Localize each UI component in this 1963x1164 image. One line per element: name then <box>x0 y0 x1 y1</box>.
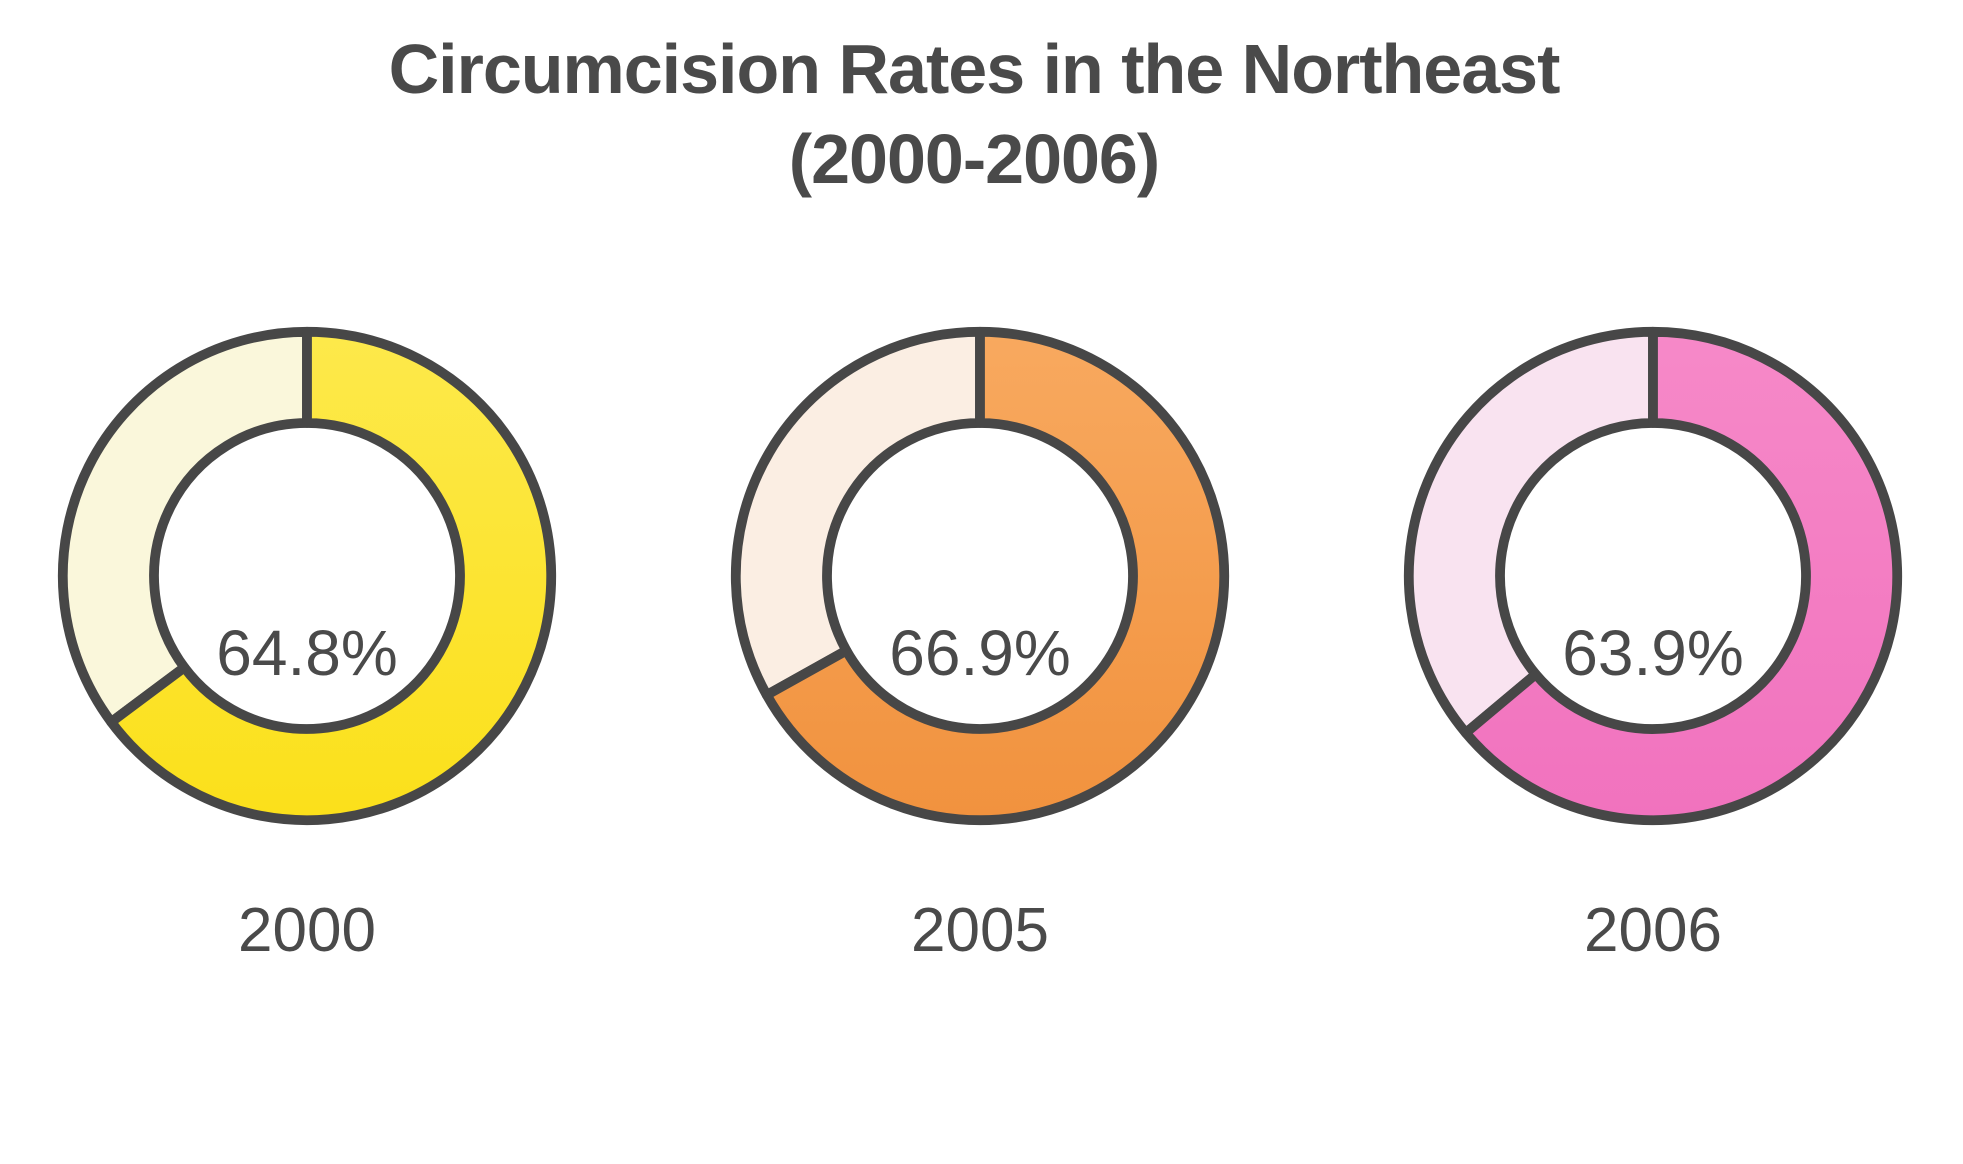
donut-ring-2000 <box>52 321 562 831</box>
donut-chart-2000: 64.8% 2000 <box>52 321 562 966</box>
donut-ring-svg <box>1403 326 1903 826</box>
donut-ring-2005 <box>725 321 1235 831</box>
donut-ring-svg <box>57 326 557 826</box>
donut-chart-2005: 66.9% 2005 <box>725 321 1235 966</box>
chart-title: Circumcision Rates in the Northeast (200… <box>0 24 1948 205</box>
donut-remainder-slice <box>57 326 312 727</box>
donut-main-slice <box>761 326 1230 826</box>
donut-center-value: 63.9% <box>1562 616 1744 689</box>
donut-year-label: 2000 <box>238 896 376 965</box>
chart-title-line1: Circumcision Rates in the Northeast <box>388 30 1561 108</box>
donut-ring-svg <box>730 326 1230 826</box>
donut-remainder-slice <box>1403 326 1658 738</box>
donut-chart-2006: 63.9% 2006 <box>1398 321 1908 966</box>
donut-main-slice <box>1460 326 1903 826</box>
donut-ring-2006 <box>1398 321 1908 831</box>
donut-year-label: 2005 <box>911 896 1049 965</box>
donut-center-value: 64.8% <box>216 616 398 689</box>
donut-main-slice <box>106 326 557 826</box>
donut-year-label: 2006 <box>1584 896 1722 965</box>
donut-center-value: 66.9% <box>889 616 1071 689</box>
chart-title-line2: (2000-2006) <box>788 120 1160 199</box>
donut-remainder-slice <box>730 326 985 700</box>
